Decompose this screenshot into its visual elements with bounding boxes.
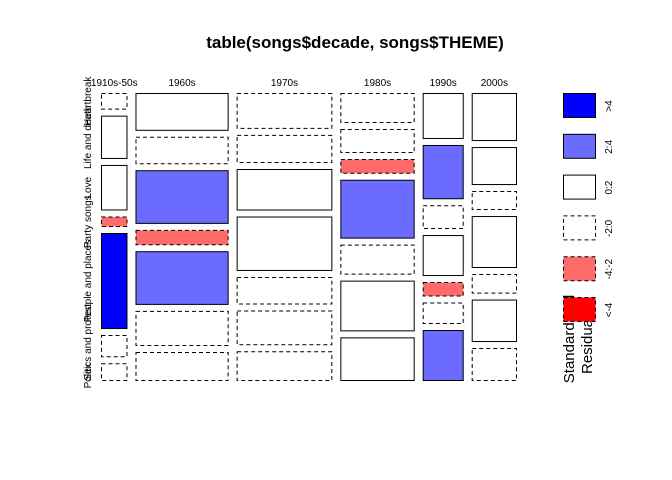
column-label: 1990s [430, 78, 457, 89]
mosaic-cell [422, 302, 464, 325]
row-label: Sex [83, 364, 94, 381]
mosaic-cell [101, 335, 128, 358]
mosaic-cells [101, 93, 517, 382]
mosaic-cell [340, 244, 415, 275]
mosaic-cell [471, 147, 517, 186]
legend-label: >4 [604, 100, 615, 112]
legend-label: <-4 [604, 302, 615, 317]
legend-swatch [563, 297, 596, 322]
legend-swatch [563, 93, 596, 118]
column-label: 1970s [271, 78, 298, 89]
mosaic-cell [422, 282, 464, 297]
mosaic-cell [340, 280, 415, 332]
mosaic-cell [135, 229, 229, 246]
column-label: 1910s-50s [91, 78, 138, 89]
legend-label: 0:2 [604, 180, 615, 194]
mosaic-cell [422, 93, 464, 139]
mosaic-cell [135, 93, 229, 131]
mosaic-cell [340, 129, 415, 153]
legend-swatch [563, 133, 596, 159]
mosaic-cell [101, 164, 128, 211]
mosaic-cell [340, 179, 415, 239]
mosaic-cell [135, 136, 229, 165]
row-label: Politics and protest [83, 304, 94, 389]
mosaic-cell [422, 235, 464, 277]
mosaic-cell [340, 159, 415, 174]
mosaic-cell [101, 216, 128, 228]
legend-swatch [563, 215, 596, 241]
column-label: 1980s [364, 78, 391, 89]
mosaic-cell [471, 216, 517, 269]
mosaic-cell [101, 363, 128, 381]
mosaic-cell [471, 93, 517, 142]
mosaic-cell [101, 93, 128, 110]
mosaic-cell [471, 348, 517, 382]
row-label: Party songs [83, 195, 94, 248]
mosaic-cell [236, 310, 333, 346]
column-labels: 1910s-50s 1960s 1970s 1980s 1990s 2000s [91, 78, 508, 89]
mosaic-cell [340, 337, 415, 382]
legend-label: -4:-2 [604, 258, 615, 279]
mosaic-cell [422, 205, 464, 230]
column-label: 1960s [168, 78, 195, 89]
mosaic-cell [236, 168, 333, 211]
mosaic-cell [135, 351, 229, 381]
mosaic-cell [471, 299, 517, 343]
mosaic-cell [471, 274, 517, 294]
legend-label: -2:0 [604, 219, 615, 237]
mosaic-cell [236, 216, 333, 271]
mosaic-cell [471, 191, 517, 211]
mosaic-cell [236, 93, 333, 129]
mosaic-cell [422, 144, 464, 200]
mosaic-cell [101, 233, 128, 330]
row-label: People and places [83, 240, 94, 322]
row-label: Heartbreak [83, 76, 94, 126]
legend-label: 2:4 [604, 139, 615, 153]
mosaic-cell [422, 330, 464, 381]
mosaic-cell [135, 251, 229, 305]
row-label: Love [83, 176, 94, 198]
mosaic-cell [236, 134, 333, 163]
mosaic-cell [236, 276, 333, 305]
row-label: Life and death [83, 106, 94, 169]
residuals-legend: Standardized Residuals: >42:40:2-2:0-4:-… [561, 93, 615, 383]
chart-title: table(songs$decade, songs$THEME) [206, 33, 504, 52]
mosaic-cell [135, 310, 229, 346]
column-label: 2000s [481, 78, 508, 89]
mosaic-cell [236, 351, 333, 382]
mosaic-cell [340, 93, 415, 123]
legend-swatch [563, 256, 596, 282]
mosaic-cell [135, 170, 229, 224]
mosaic-cell [101, 115, 128, 159]
legend-swatch [563, 174, 596, 200]
